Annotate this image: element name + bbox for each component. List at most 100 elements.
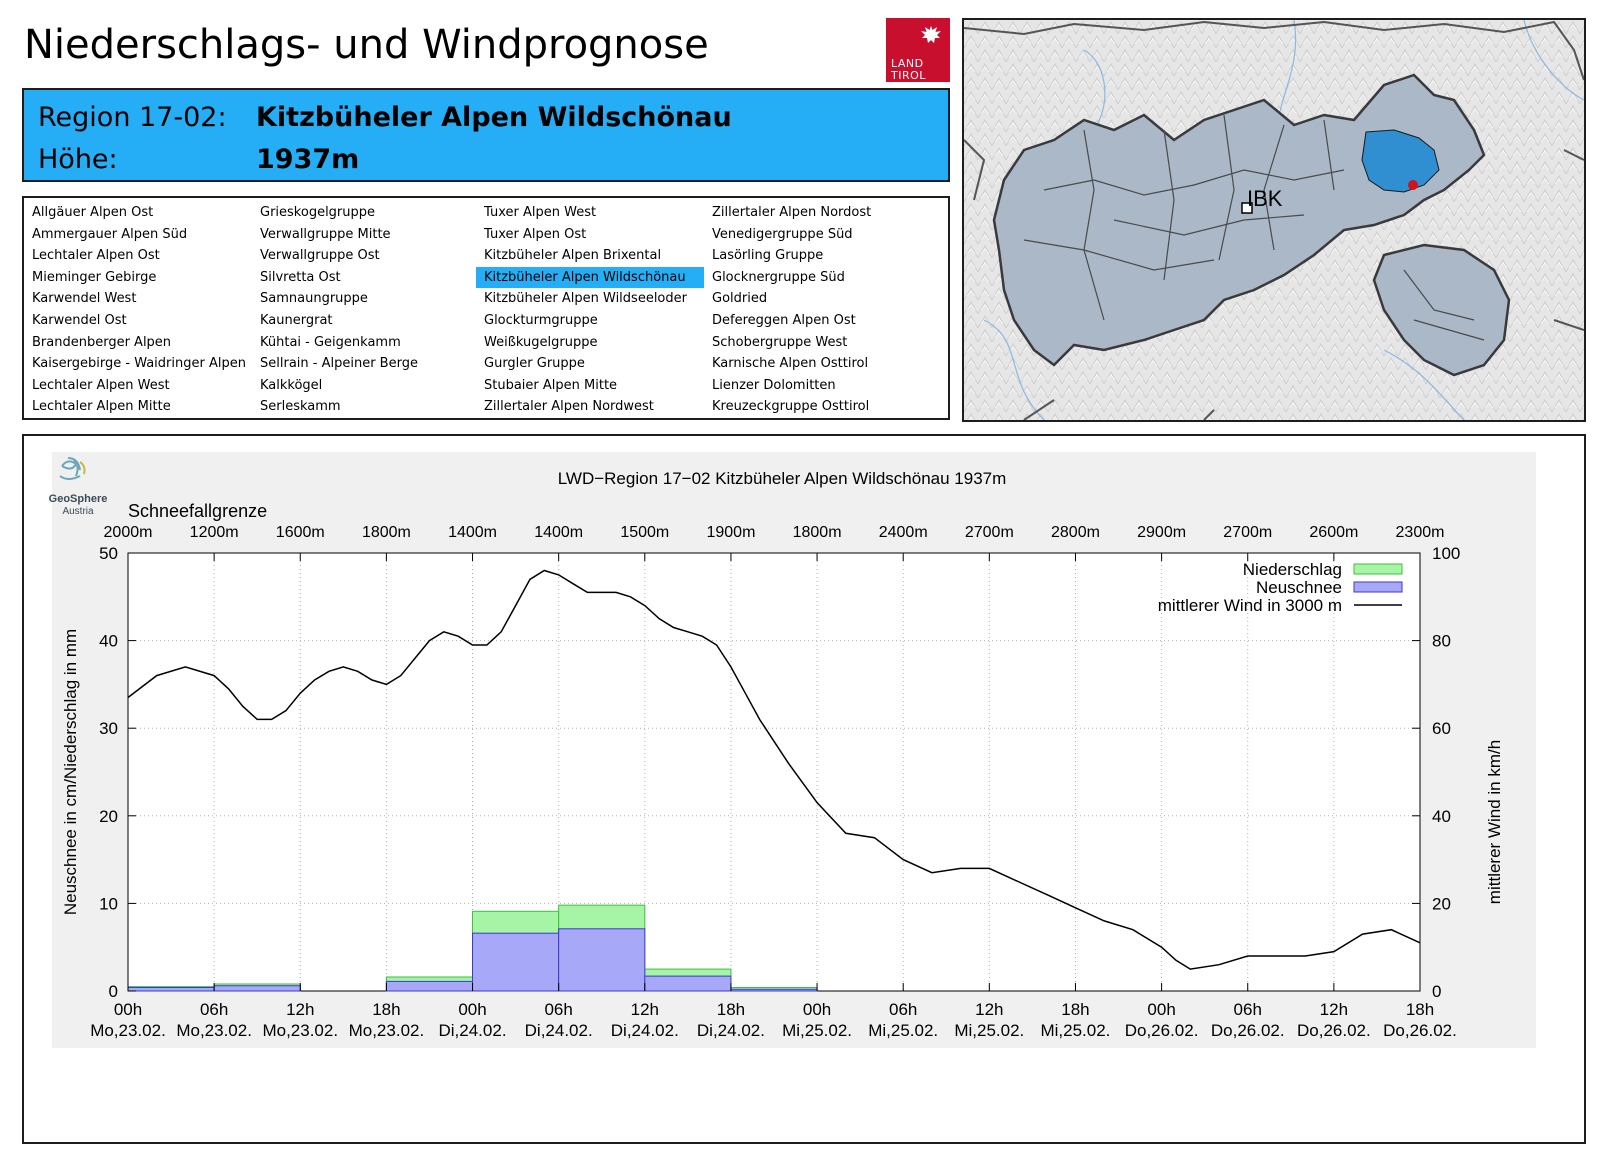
x-tick-label-date: Mo,23.02. [176,1021,252,1040]
wind-line [127,569,1421,970]
region-list-item[interactable]: Zillertaler Alpen Nordost [712,205,872,220]
chart-frame: 0 10 20 30 40 50 0 20 40 60 80 100 00h Mo,23.02. 06h Mo… [22,434,1586,1144]
region-list-item[interactable]: Mieminger Gebirge [32,269,157,285]
region-list: Allgäuer Alpen Ost Ammergauer Alpen Süd Le… [22,196,950,420]
legend-label: Niederschlag [1243,560,1342,579]
region-list-item[interactable]: Kühtai - Geigenkamm [260,334,401,350]
region-list-item[interactable]: Karwendel Ost [32,313,127,328]
region-list-item[interactable]: Venedigergruppe Süd [712,226,853,242]
region-list-item[interactable]: Kreuzeckgruppe Osttirol [712,399,870,415]
y2-tick-label: 20 [1432,894,1451,913]
region-list-item[interactable]: Samnaungruppe [260,291,368,307]
page-title: Niederschlags- und Windprognose [24,22,709,68]
region-list-item[interactable]: Lechtaler Alpen Ost [32,248,160,264]
x-tick-label-hour: 06h [889,1000,917,1019]
y2-tick-label: 0 [1432,982,1441,1001]
region-name: Kitzbüheler Alpen Wildschönau [256,102,732,133]
x-tick-label-date: Mi,25.02. [868,1021,938,1040]
region-map[interactable]: IBK [962,18,1586,422]
region-list-item[interactable]: Kitzbüheler Alpen Wildschönau [476,266,704,288]
snowline-value: 1900m [706,524,755,541]
region-list-item[interactable]: Allgäuer Alpen Ost [32,205,154,220]
newsnow-bar [558,928,646,992]
region-list-item[interactable]: Kaisergebirge - Waidringer Alpen [32,356,246,372]
region-list-item[interactable]: Glockturmgruppe [484,313,598,328]
region-list-item[interactable]: Verwallgruppe Mitte [260,226,391,242]
x-tick-label-hour: 00h [803,1000,831,1019]
region-list-item[interactable]: Tuxer Alpen West [484,205,597,220]
region-list-item[interactable]: Lechtaler Alpen Mitte [32,399,171,415]
region-list-item[interactable]: Kitzbüheler Alpen Wildseeloder [484,291,687,307]
region-list-item[interactable]: Verwallgruppe Ost [260,248,380,264]
x-tick-label-date: Mo,23.02. [262,1021,338,1040]
region-list-item[interactable]: Schobergruppe West [712,334,848,350]
x-tick-label-hour: 18h [1406,1000,1434,1019]
region-list-item[interactable]: Tuxer Alpen Ost [484,226,587,242]
region-list-item[interactable]: Zillertaler Alpen Nordwest [484,399,654,415]
x-tick-label-hour: 06h [1234,1000,1262,1019]
region-list-item[interactable]: Kaunergrat [260,313,333,328]
region-list-item[interactable]: Karnische Alpen Osttirol [712,356,869,372]
newsnow-bar [127,986,215,992]
rivers [983,20,1584,420]
region-list-item[interactable]: Stubaier Alpen Mitte [484,377,618,393]
region-list-item[interactable]: Gurgler Gruppe [484,356,585,372]
x-tick-label-hour: 18h [1061,1000,1089,1019]
tirol-north-shape [992,73,1486,367]
y-tick-label: 40 [99,632,118,651]
region-list-item[interactable]: Lasörling Gruppe [712,248,824,264]
region-list-item[interactable]: Glocknergruppe Süd [712,269,845,285]
y2-axis-label: mittlerer Wind in km/h [1485,740,1504,904]
x-tick-label-date: Do,26.02. [1297,1021,1371,1040]
x-tick-label-date: Do,26.02. [1125,1021,1199,1040]
region-list-item[interactable]: Lienzer Dolomitten [712,377,836,393]
newsnow-bar [385,980,474,992]
snowline-value: 2600m [1309,524,1358,541]
tirol-east-shape [1372,243,1511,377]
region-list-item[interactable]: Goldried [712,291,768,307]
x-tick-label-date: Di,24.02. [525,1021,593,1040]
y-tick-label: 0 [109,982,118,1001]
x-tick-label-date: Mi,25.02. [954,1021,1024,1040]
snowline-value: 1200m [190,524,239,541]
legend-label: mittlerer Wind in 3000 m [1158,596,1342,615]
region-list-item[interactable]: Kitzbüheler Alpen Brixental [484,248,662,264]
geosphere-logo-icon [59,457,81,480]
y-axis-label: Neuschnee in cm/Niederschlag in mm [61,629,80,915]
x-tick-label-hour: 00h [458,1000,486,1019]
snowline-value: 1800m [793,524,842,541]
logo-text-line2: TIROL [891,69,926,82]
region-list-item[interactable]: Brandenberger Alpen [32,334,172,350]
region-list-item[interactable]: Kalkkögel [260,377,323,393]
height-label: Höhe: [38,144,118,175]
region-list-item[interactable]: Sellrain - Alpeiner Berge [260,356,418,372]
region-list-item[interactable]: Lechtaler Alpen West [32,377,170,393]
snowline-label: Schneefallgrenze [128,501,267,521]
x-tick-label-date: Mi,25.02. [1040,1021,1110,1040]
y-tick-label: 10 [99,894,118,913]
y2-tick-label: 40 [1432,807,1451,826]
snowline-value: 2900m [1137,524,1186,541]
x-tick-label-date: Di,24.02. [439,1021,507,1040]
region-borders [1023,114,1485,341]
highlighted-region[interactable] [1361,129,1440,193]
region-info-box: Region 17-02: Kitzbüheler Alpen Wildschö… [22,88,950,182]
x-tick-label-date: Do,26.02. [1383,1021,1457,1040]
x-tick-label-hour: 00h [1147,1000,1175,1019]
x-tick-label-date: Di,24.02. [611,1021,679,1040]
forecast-chart: 0 10 20 30 40 50 0 20 40 60 80 100 00h Mo,23.02. 06h Mo… [49,452,1536,1048]
land-tirol-logo: LAND TIROL [886,18,950,82]
eagle-icon [921,26,941,43]
region-list-item[interactable]: Karwendel West [32,291,137,307]
region-list-item[interactable]: Weißkugelgruppe [484,334,598,350]
legend-label: Neuschnee [1256,578,1342,597]
snowline-value: 2700m [965,524,1014,541]
region-list-item[interactable]: Ammergauer Alpen Süd [32,226,188,242]
snowline-value: 2700m [1223,524,1272,541]
region-list-item[interactable]: Silvretta Ost [260,269,341,285]
x-tick-label-hour: 00h [114,1000,142,1019]
x-tick-label-hour: 12h [631,1000,659,1019]
region-list-item[interactable]: Serleskamm [260,399,341,415]
region-list-item[interactable]: Defereggen Alpen Ost [712,313,856,328]
region-list-item[interactable]: Grieskogelgruppe [260,205,376,220]
